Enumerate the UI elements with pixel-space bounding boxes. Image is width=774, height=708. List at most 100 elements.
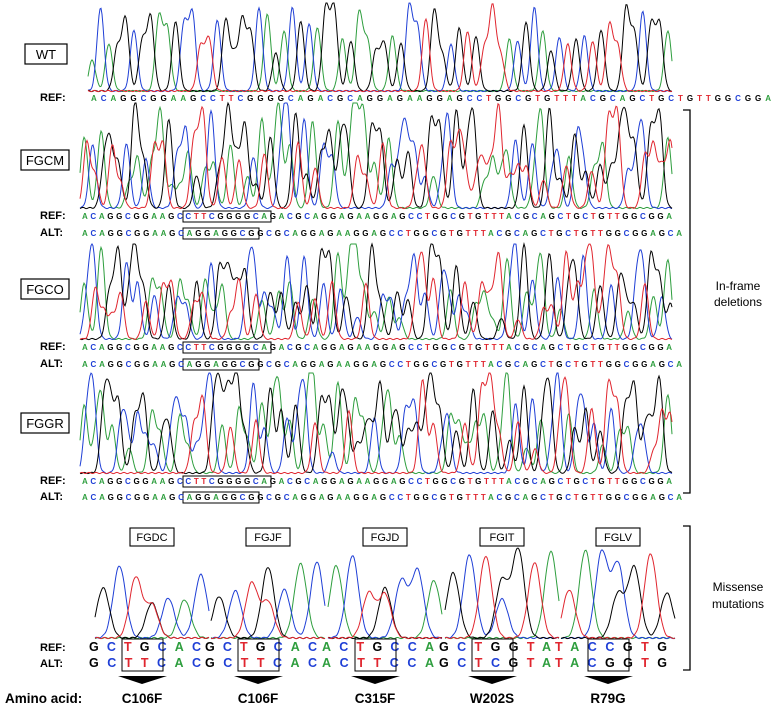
t-trace-panel-0: [87, 3, 673, 93]
panel-tag-fgcm: FGCM: [20, 149, 70, 171]
svg-text:mutations: mutations: [712, 597, 764, 611]
inserted-region-box-alt-3: [182, 491, 260, 504]
ref-label-fggr: REF:: [40, 475, 66, 487]
amino-acid-fgdc: C106F: [122, 691, 163, 706]
amino-acid-fglv: R79G: [590, 691, 625, 706]
c-trace-panel-3: [79, 372, 673, 475]
missense-panels: FGDC G C T G C A C G C T T C A C C106F FGJF G C T G C A C G C T T C A…: [89, 527, 667, 706]
ref-label-fgco: REF:: [40, 341, 66, 353]
panel-tag-fgco: FGCO: [20, 278, 70, 300]
alt-label-fggr: ALT:: [40, 491, 63, 503]
deleted-region-box-ref-3: [182, 475, 272, 488]
alt-label-missense: ALT:: [40, 658, 63, 670]
svg-text:Missense: Missense: [713, 580, 764, 594]
codon-box-2: [237, 638, 280, 672]
svg-text:FGLV: FGLV: [604, 532, 633, 544]
c-trace-panel-2: [79, 243, 673, 341]
panel-tag-fggr: FGGR: [20, 412, 70, 434]
amino-acid-fgjf: C106F: [238, 691, 279, 706]
t-trace-missense-3: [327, 590, 443, 640]
a-trace-panel-2: [79, 243, 673, 341]
c-trace-panel-0: [87, 2, 673, 93]
svg-text:FGCO: FGCO: [26, 282, 64, 297]
svg-text:FGGR: FGGR: [26, 416, 64, 431]
inframe-bracket: In-frame deletions: [683, 109, 762, 494]
missense-tag-fgjf: FGJF: [245, 527, 291, 547]
svg-text:In-frame: In-frame: [716, 279, 761, 293]
ref-label-missense: REF:: [40, 642, 66, 654]
svg-text:deletions: deletions: [714, 295, 762, 309]
svg-text:WT: WT: [36, 47, 56, 62]
missense-tag-fgit: FGIT: [479, 527, 525, 547]
g-trace-panel-0: [87, 2, 672, 93]
chromatogram-traces: [79, 2, 676, 640]
panel-tag-wt: WT: [24, 43, 68, 65]
codon-arrow-4: [468, 676, 517, 684]
t-trace-missense-1: [94, 576, 210, 640]
a-trace-panel-1: [79, 102, 673, 210]
inserted-region-box-alt-1: [182, 227, 260, 240]
codon-arrow-1: [118, 676, 167, 684]
svg-text:FGCM: FGCM: [26, 153, 64, 168]
g-trace-missense-5: [560, 564, 676, 640]
deleted-region-box-ref-1: [182, 210, 272, 223]
c-trace-missense-3: [327, 555, 443, 640]
missense-bracket: Missense mutations: [683, 525, 764, 671]
svg-text:FGJF: FGJF: [254, 532, 282, 544]
alt-label-fgcm: ALT:: [40, 227, 63, 239]
codon-arrow-5: [584, 676, 633, 684]
highlight-boxes: [182, 210, 272, 504]
ref-label-fgcm: REF:: [40, 210, 66, 222]
t-trace-panel-2: [79, 243, 673, 341]
g-trace-panel-2: [79, 242, 673, 341]
g-trace-panel-1: [79, 101, 673, 210]
t-trace-panel-3: [79, 372, 673, 475]
t-trace-missense-4: [444, 555, 560, 640]
t-trace-missense-2: [210, 580, 326, 640]
t-trace-panel-1: [79, 102, 673, 210]
svg-text:FGJD: FGJD: [371, 532, 400, 544]
c-trace-missense-4: [444, 554, 560, 640]
codon-arrow-2: [234, 676, 283, 684]
codon-box-1: [121, 638, 164, 672]
amino-acid-fgit: W202S: [470, 691, 514, 706]
c-trace-missense-1: [94, 565, 210, 639]
c-trace-panel-1: [79, 102, 673, 210]
c-trace-missense-2: [210, 561, 326, 640]
codon-arrow-3: [351, 676, 400, 684]
amino-acid-fgjd: C315F: [355, 691, 396, 706]
svg-text:FGIT: FGIT: [489, 532, 514, 544]
missense-tag-fgjd: FGJD: [362, 527, 408, 547]
codon-box-3: [354, 638, 397, 672]
ref-label-wt: REF:: [40, 92, 66, 104]
c-trace-missense-5: [561, 549, 676, 640]
codon-box-5: [587, 638, 630, 672]
amino-acid-label: Amino acid:: [5, 691, 82, 706]
missense-tag-fgdc: FGDC: [129, 527, 175, 547]
alt-label-fgco: ALT:: [40, 358, 63, 370]
svg-text:FGDC: FGDC: [136, 532, 167, 544]
inserted-region-box-alt-2: [182, 358, 260, 371]
missense-tag-fglv: FGLV: [595, 527, 641, 547]
deleted-region-box-ref-2: [182, 341, 272, 354]
a-trace-missense-3: [327, 564, 443, 640]
codon-box-4: [471, 638, 514, 672]
